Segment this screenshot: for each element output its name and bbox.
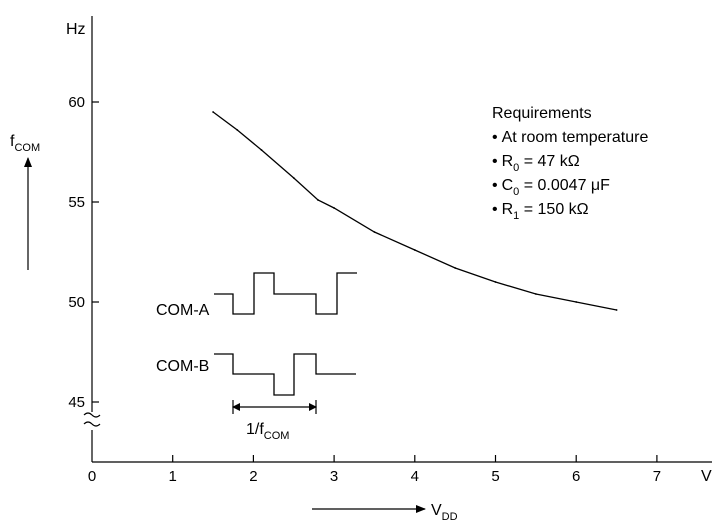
data-point-0-7 <box>413 249 416 251</box>
requirement-item-2: • C0 = 0.0047 μF <box>492 177 610 198</box>
x-tick-label-4: 4 <box>411 468 419 485</box>
y-unit-label: Hz <box>66 21 86 38</box>
requirement-bullet-3: • <box>492 201 498 218</box>
requirement-main-3: R <box>502 201 514 218</box>
x-tick-label-3: 3 <box>330 468 338 485</box>
data-point-0-8 <box>454 267 457 269</box>
com-a-label: COM-A <box>156 302 210 319</box>
data-point-0-12 <box>615 309 618 311</box>
requirement-sub-2: 0 <box>513 186 519 198</box>
x-axis-label: VDD <box>312 502 458 523</box>
x-tick-label-2: 2 <box>249 468 257 485</box>
com-b-waveform <box>214 353 356 396</box>
requirement-rest-3: = 150 kΩ <box>519 201 588 218</box>
svg-text:VDD: VDD <box>431 502 458 523</box>
x-axis-label-main: V <box>431 502 442 519</box>
requirement-sub-1: 0 <box>513 162 519 174</box>
requirements-title: Requirements <box>492 105 592 122</box>
requirement-item-0: • At room temperature <box>492 129 648 146</box>
requirement-main-2: C <box>502 177 514 194</box>
requirement-rest-1: = 47 kΩ <box>519 153 579 170</box>
y-axis-label-sub: COM <box>14 142 40 154</box>
x-unit-label: V <box>701 468 712 485</box>
x-tick-label-5: 5 <box>491 468 499 485</box>
axis-break-symbol <box>83 412 101 427</box>
data-point-0-11 <box>575 301 578 303</box>
requirement-bullet-1: • <box>492 153 498 170</box>
y-tick-label-2: 55 <box>68 194 85 211</box>
x-ticks: 0 1 2 3 4 5 6 7 <box>88 455 661 485</box>
period-label-sub: COM <box>264 430 290 442</box>
data-point-0-4 <box>317 199 319 201</box>
y-axis-label-main: f <box>10 133 15 150</box>
x-tick-label-0: 0 <box>88 468 96 485</box>
data-point-0-6 <box>373 231 376 233</box>
y-ticks: 45 50 55 60 <box>68 94 99 411</box>
com-b-waveform-group: COM-B <box>156 353 356 396</box>
svg-text:fCOM: fCOM <box>10 133 40 154</box>
x-tick-label-1: 1 <box>169 468 177 485</box>
data-point-0-0 <box>212 111 215 113</box>
data-point-0-5 <box>333 207 335 209</box>
requirement-text-0: At room temperature <box>502 129 649 146</box>
period-label-main: 1/f <box>246 421 264 438</box>
data-point-0-2 <box>260 149 263 151</box>
period-dimension: 1/fCOM <box>232 400 317 442</box>
requirement-sub-3: 1 <box>513 210 519 222</box>
data-point-0-9 <box>494 281 497 283</box>
y-axis-label: fCOM <box>10 133 40 270</box>
y-tick-label-3: 60 <box>68 94 85 111</box>
data-point-0-1 <box>236 129 239 131</box>
x-axis-label-sub: DD <box>442 511 458 523</box>
requirement-item-3: • R1 = 150 kΩ <box>492 201 589 222</box>
requirement-bullet-2: • <box>492 177 498 194</box>
data-point-0-3 <box>292 177 295 179</box>
y-tick-label-0: 45 <box>68 394 85 411</box>
requirement-main-1: R <box>502 153 514 170</box>
x-tick-label-7: 7 <box>653 468 661 485</box>
requirement-item-1: • R0 = 47 kΩ <box>492 153 580 174</box>
requirement-rest-2: = 0.0047 μF <box>519 177 610 194</box>
data-point-0-10 <box>535 293 537 295</box>
com-b-label: COM-B <box>156 358 209 375</box>
requirement-bullet-0: • <box>492 129 498 146</box>
y-tick-label-1: 50 <box>68 294 85 311</box>
com-a-waveform-group: COM-A <box>156 272 357 319</box>
svg-text:1/fCOM: 1/fCOM <box>246 421 289 442</box>
com-a-waveform <box>214 272 357 315</box>
series-group <box>212 111 618 311</box>
axes <box>83 16 712 463</box>
requirements-annotation: Requirements • At room temperature • R0 = … <box>492 105 648 222</box>
x-tick-label-6: 6 <box>572 468 580 485</box>
